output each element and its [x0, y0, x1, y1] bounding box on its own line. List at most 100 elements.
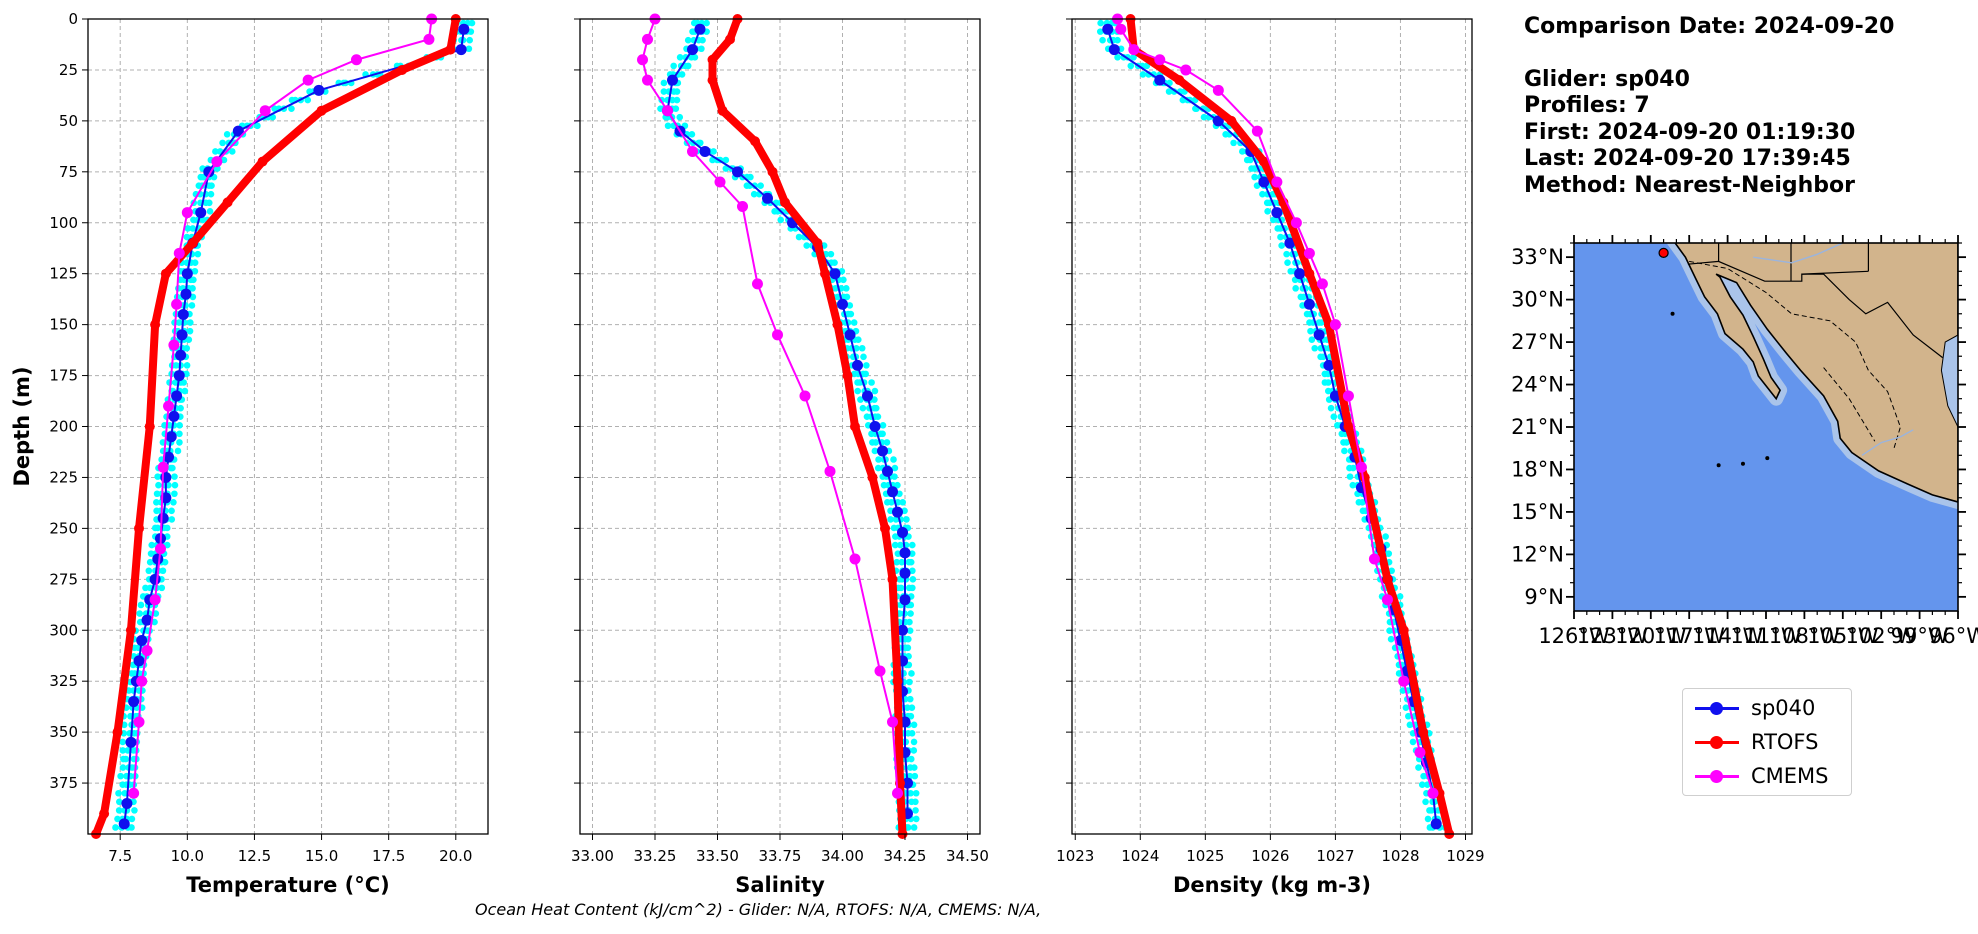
cmems-point — [128, 787, 140, 799]
glider-profile-point — [183, 344, 191, 352]
x-tick-label: 17.5 — [372, 847, 405, 865]
glider-profile-point — [159, 567, 167, 575]
sp040-point — [899, 567, 911, 579]
legend: sp040 RTOFS CMEMS — [1682, 688, 1852, 796]
glider-profile-point — [1308, 336, 1316, 344]
glider-profile-point — [304, 96, 312, 104]
glider-profile-point — [1284, 259, 1291, 266]
glider-profile-point — [168, 516, 176, 523]
cmems-point — [637, 54, 648, 66]
map-content — [1574, 243, 1958, 611]
cmems-line — [641, 18, 899, 794]
cmems-point — [887, 716, 898, 728]
cmems-point — [642, 33, 653, 45]
cmems-point — [211, 156, 223, 168]
rtofs-point — [767, 166, 778, 177]
glider-profile-point — [747, 173, 754, 181]
sp040-point — [837, 298, 848, 310]
glider-profile-point — [699, 36, 706, 44]
glider-profile-point — [1277, 233, 1284, 241]
glider-profile-point — [171, 473, 178, 480]
lat-tick-label: 12°N — [1511, 542, 1564, 566]
y-tick-label: 125 — [49, 265, 78, 283]
legend-label: RTOFS — [1751, 730, 1819, 754]
glider-profile-point — [890, 456, 897, 463]
y-tick-label: 50 — [59, 112, 78, 130]
x-tick-label: 34.25 — [884, 847, 927, 865]
cmems-point — [1271, 176, 1283, 188]
rtofs-point — [892, 676, 903, 687]
cmems-point — [350, 54, 362, 66]
rtofs-point — [112, 727, 123, 738]
glider-profile-point — [911, 772, 919, 780]
glider-profile-point — [172, 362, 180, 369]
glider-profile-point — [1324, 379, 1332, 386]
glider-profile-point — [1317, 319, 1325, 326]
glider-profile-point — [688, 131, 696, 138]
y-tick-label: 150 — [49, 316, 78, 334]
glider-profile-point — [1387, 635, 1395, 643]
y-tick-label: 75 — [59, 163, 78, 181]
cmems-point — [714, 176, 726, 188]
sp040-point — [1212, 115, 1224, 127]
glider-profile-point — [868, 379, 875, 386]
glider-profile-point — [1264, 208, 1271, 215]
glider-profile-point — [1096, 28, 1104, 35]
glider-profile-point — [1418, 781, 1426, 788]
glider-profile-point — [670, 62, 677, 70]
cmems-point — [799, 390, 811, 402]
lon-tick-label: 114°W — [1692, 624, 1764, 648]
river — [1753, 243, 1844, 264]
glider-profile-point — [888, 498, 895, 506]
glider-profile-point — [191, 259, 199, 266]
y-tick-label: 0 — [68, 10, 78, 28]
glider-profile-point — [803, 242, 811, 249]
sp040-point — [899, 594, 911, 606]
glider-profile-point — [899, 498, 907, 506]
glider-profile-point — [897, 584, 905, 592]
glider-profile-point — [146, 558, 154, 566]
glider-profile-point — [847, 310, 855, 318]
glider-profile-point — [691, 54, 699, 61]
rtofs-point — [134, 523, 145, 534]
cmems-point — [163, 400, 175, 412]
sp040-point — [1323, 359, 1335, 371]
sp040-point — [1303, 298, 1315, 310]
cmems-point — [141, 645, 153, 657]
glider-profile-point — [1251, 173, 1258, 181]
sp040-point — [897, 526, 908, 538]
legend-item-rtofs: RTOFS — [1691, 727, 1818, 757]
glider-profile-point — [900, 670, 907, 677]
glider-profile-point — [676, 54, 684, 61]
sp040-point — [173, 370, 185, 382]
rtofs-point — [99, 808, 110, 819]
glider-profile-point — [1385, 550, 1393, 557]
y-tick-label: 200 — [49, 418, 78, 436]
lon-tick-label: 99°W — [1891, 624, 1949, 648]
sp040-point — [458, 23, 470, 35]
cmems-point — [1414, 747, 1426, 758]
sp040-point — [869, 421, 881, 432]
glider-profile-point — [862, 370, 870, 378]
glider-profile-point — [161, 558, 169, 566]
x-axis-label: Temperature (°C) — [186, 873, 389, 897]
y-tick-label: 225 — [49, 468, 78, 486]
glider-profile-point — [834, 293, 841, 301]
glider-profile-point — [698, 45, 705, 53]
x-tick-label: 1026 — [1251, 847, 1289, 865]
glider-profile-point — [879, 430, 886, 438]
glider-profile-point — [904, 824, 912, 831]
glider-profile-point — [183, 233, 191, 241]
density-profile-panel: 1023 1024 1025 1026 1027 1028 1029 Density (kg … — [1056, 13, 1485, 897]
glider-profile-point — [846, 302, 854, 309]
glider-profile-point — [119, 764, 127, 771]
glider-profile-point — [1246, 156, 1254, 164]
glider-profile-point — [871, 387, 879, 395]
glider-profile-point — [177, 404, 184, 412]
cmems-point — [1398, 675, 1410, 687]
glider-profile-point — [176, 439, 183, 446]
glider-profile-point — [898, 558, 906, 566]
lat-tick-label: 33°N — [1511, 245, 1564, 269]
glider-profile-point — [906, 627, 914, 634]
rtofs-point — [780, 197, 790, 208]
